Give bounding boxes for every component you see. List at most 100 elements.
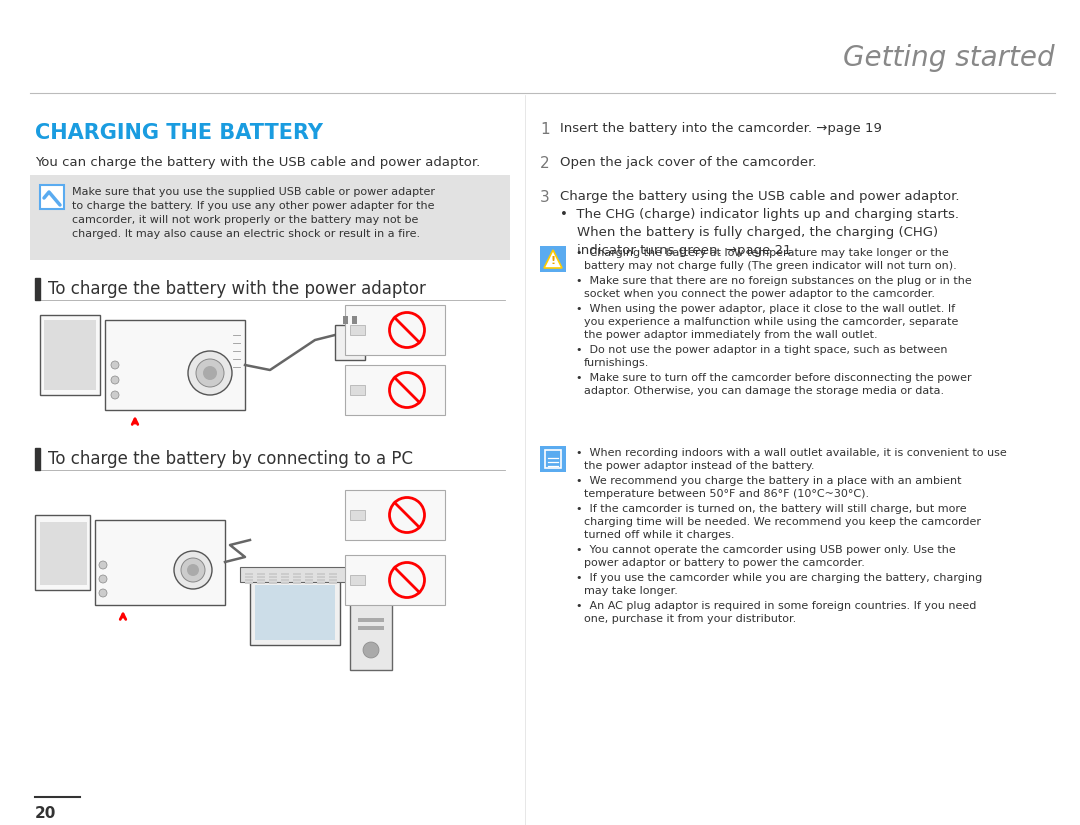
Bar [343, 316, 348, 324]
Bar [335, 325, 365, 360]
Circle shape [111, 361, 119, 369]
Circle shape [174, 551, 212, 589]
Bar [35, 278, 40, 300]
Text: turned off while it charges.: turned off while it charges. [584, 530, 734, 540]
Bar [305, 579, 313, 581]
Bar [350, 575, 392, 670]
Bar [345, 365, 445, 415]
Bar [329, 576, 337, 578]
Circle shape [187, 564, 199, 576]
Bar [105, 320, 245, 410]
Bar [245, 582, 253, 584]
Text: •  We recommend you charge the battery in a place with an ambient: • We recommend you charge the battery in… [576, 476, 961, 486]
Circle shape [99, 561, 107, 569]
Bar [318, 573, 325, 575]
Text: battery may not charge fully (The green indicator will not turn on).: battery may not charge fully (The green … [584, 261, 957, 271]
Text: temperature between 50°F and 86°F (10°C~30°C).: temperature between 50°F and 86°F (10°C~… [584, 489, 869, 499]
Bar [281, 582, 289, 584]
Text: To charge the battery with the power adaptor: To charge the battery with the power ada… [48, 280, 426, 298]
Text: CHARGING THE BATTERY: CHARGING THE BATTERY [35, 123, 323, 143]
Text: socket when you connect the power adaptor to the camcorder.: socket when you connect the power adapto… [584, 289, 935, 299]
Text: •  If the camcorder is turned on, the battery will still charge, but more: • If the camcorder is turned on, the bat… [576, 504, 967, 514]
Circle shape [111, 376, 119, 384]
Circle shape [99, 575, 107, 583]
FancyBboxPatch shape [40, 185, 64, 209]
Bar [40, 315, 100, 395]
Bar [40, 522, 87, 585]
Bar [293, 573, 301, 575]
Bar [318, 579, 325, 581]
Text: Open the jack cover of the camcorder.: Open the jack cover of the camcorder. [561, 156, 816, 169]
Text: •  When using the power adaptor, place it close to the wall outlet. If: • When using the power adaptor, place it… [576, 304, 955, 314]
Text: •  If you use the camcorder while you are charging the battery, charging: • If you use the camcorder while you are… [576, 573, 982, 583]
Text: the power adaptor instead of the battery.: the power adaptor instead of the battery… [584, 461, 814, 471]
Bar [345, 555, 445, 605]
Bar [329, 582, 337, 584]
FancyBboxPatch shape [30, 175, 510, 260]
Bar [305, 576, 313, 578]
Bar [305, 573, 313, 575]
Text: you experience a malfunction while using the camcorder, separate: you experience a malfunction while using… [584, 317, 958, 327]
Bar [269, 576, 276, 578]
Bar [345, 490, 445, 540]
Text: You can charge the battery with the USB cable and power adaptor.: You can charge the battery with the USB … [35, 156, 481, 169]
Bar [352, 316, 357, 324]
Bar [305, 582, 313, 584]
Bar [329, 573, 337, 575]
FancyBboxPatch shape [540, 246, 566, 272]
Circle shape [111, 391, 119, 399]
Polygon shape [544, 250, 562, 268]
Text: 3: 3 [540, 190, 550, 205]
Circle shape [181, 558, 205, 582]
Text: •  Do not use the power adaptor in a tight space, such as between: • Do not use the power adaptor in a tigh… [576, 345, 947, 355]
Text: !: ! [551, 256, 555, 266]
Bar [257, 579, 265, 581]
Bar [44, 320, 96, 390]
Bar [257, 573, 265, 575]
Text: the power adaptor immediately from the wall outlet.: the power adaptor immediately from the w… [584, 330, 878, 340]
Bar [293, 576, 301, 578]
Text: charging time will be needed. We recommend you keep the camcorder: charging time will be needed. We recomme… [584, 517, 981, 527]
Circle shape [203, 366, 217, 380]
Text: 20: 20 [35, 806, 56, 821]
Bar [281, 579, 289, 581]
Bar [35, 448, 40, 470]
Bar [357, 618, 384, 622]
Bar [329, 579, 337, 581]
Bar [318, 576, 325, 578]
Bar [240, 567, 350, 582]
Circle shape [99, 589, 107, 597]
Circle shape [188, 351, 232, 395]
Text: 1: 1 [540, 122, 550, 137]
Bar [257, 576, 265, 578]
Text: •  An AC plug adaptor is required in some foreign countries. If you need: • An AC plug adaptor is required in some… [576, 601, 976, 611]
Text: Insert the battery into the camcorder. →page 19: Insert the battery into the camcorder. →… [561, 122, 882, 135]
Bar [318, 582, 325, 584]
Bar [293, 582, 301, 584]
Circle shape [363, 642, 379, 658]
Text: adaptor. Otherwise, you can damage the storage media or data.: adaptor. Otherwise, you can damage the s… [584, 386, 944, 396]
Bar [249, 580, 340, 645]
Bar [281, 573, 289, 575]
Text: •  The CHG (charge) indicator lights up and charging starts.
    When the batter: • The CHG (charge) indicator lights up a… [561, 208, 959, 257]
Bar [357, 626, 384, 630]
Text: Make sure that you use the supplied USB cable or power adapter
to charge the bat: Make sure that you use the supplied USB … [72, 187, 435, 239]
Bar [257, 582, 265, 584]
Bar [245, 576, 253, 578]
Text: power adaptor or battery to power the camcorder.: power adaptor or battery to power the ca… [584, 558, 865, 568]
Bar [293, 579, 301, 581]
Circle shape [195, 359, 224, 387]
Text: Charge the battery using the USB cable and power adaptor.: Charge the battery using the USB cable a… [561, 190, 959, 203]
Text: •  You cannot operate the camcorder using USB power only. Use the: • You cannot operate the camcorder using… [576, 545, 956, 555]
Text: •  When recording indoors with a wall outlet available, it is convenient to use: • When recording indoors with a wall out… [576, 448, 1007, 458]
Text: •  Charging the battery at low temperature may take longer or the: • Charging the battery at low temperatur… [576, 248, 948, 258]
Bar [95, 520, 225, 605]
Bar [269, 579, 276, 581]
Text: one, purchase it from your distributor.: one, purchase it from your distributor. [584, 614, 796, 624]
Text: To charge the battery by connecting to a PC: To charge the battery by connecting to a… [48, 450, 413, 468]
Text: •  Make sure that there are no foreign substances on the plug or in the: • Make sure that there are no foreign su… [576, 276, 972, 286]
Bar [545, 450, 561, 468]
Bar [350, 325, 365, 335]
Bar [269, 582, 276, 584]
Text: •  Make sure to turn off the camcorder before disconnecting the power: • Make sure to turn off the camcorder be… [576, 373, 972, 383]
